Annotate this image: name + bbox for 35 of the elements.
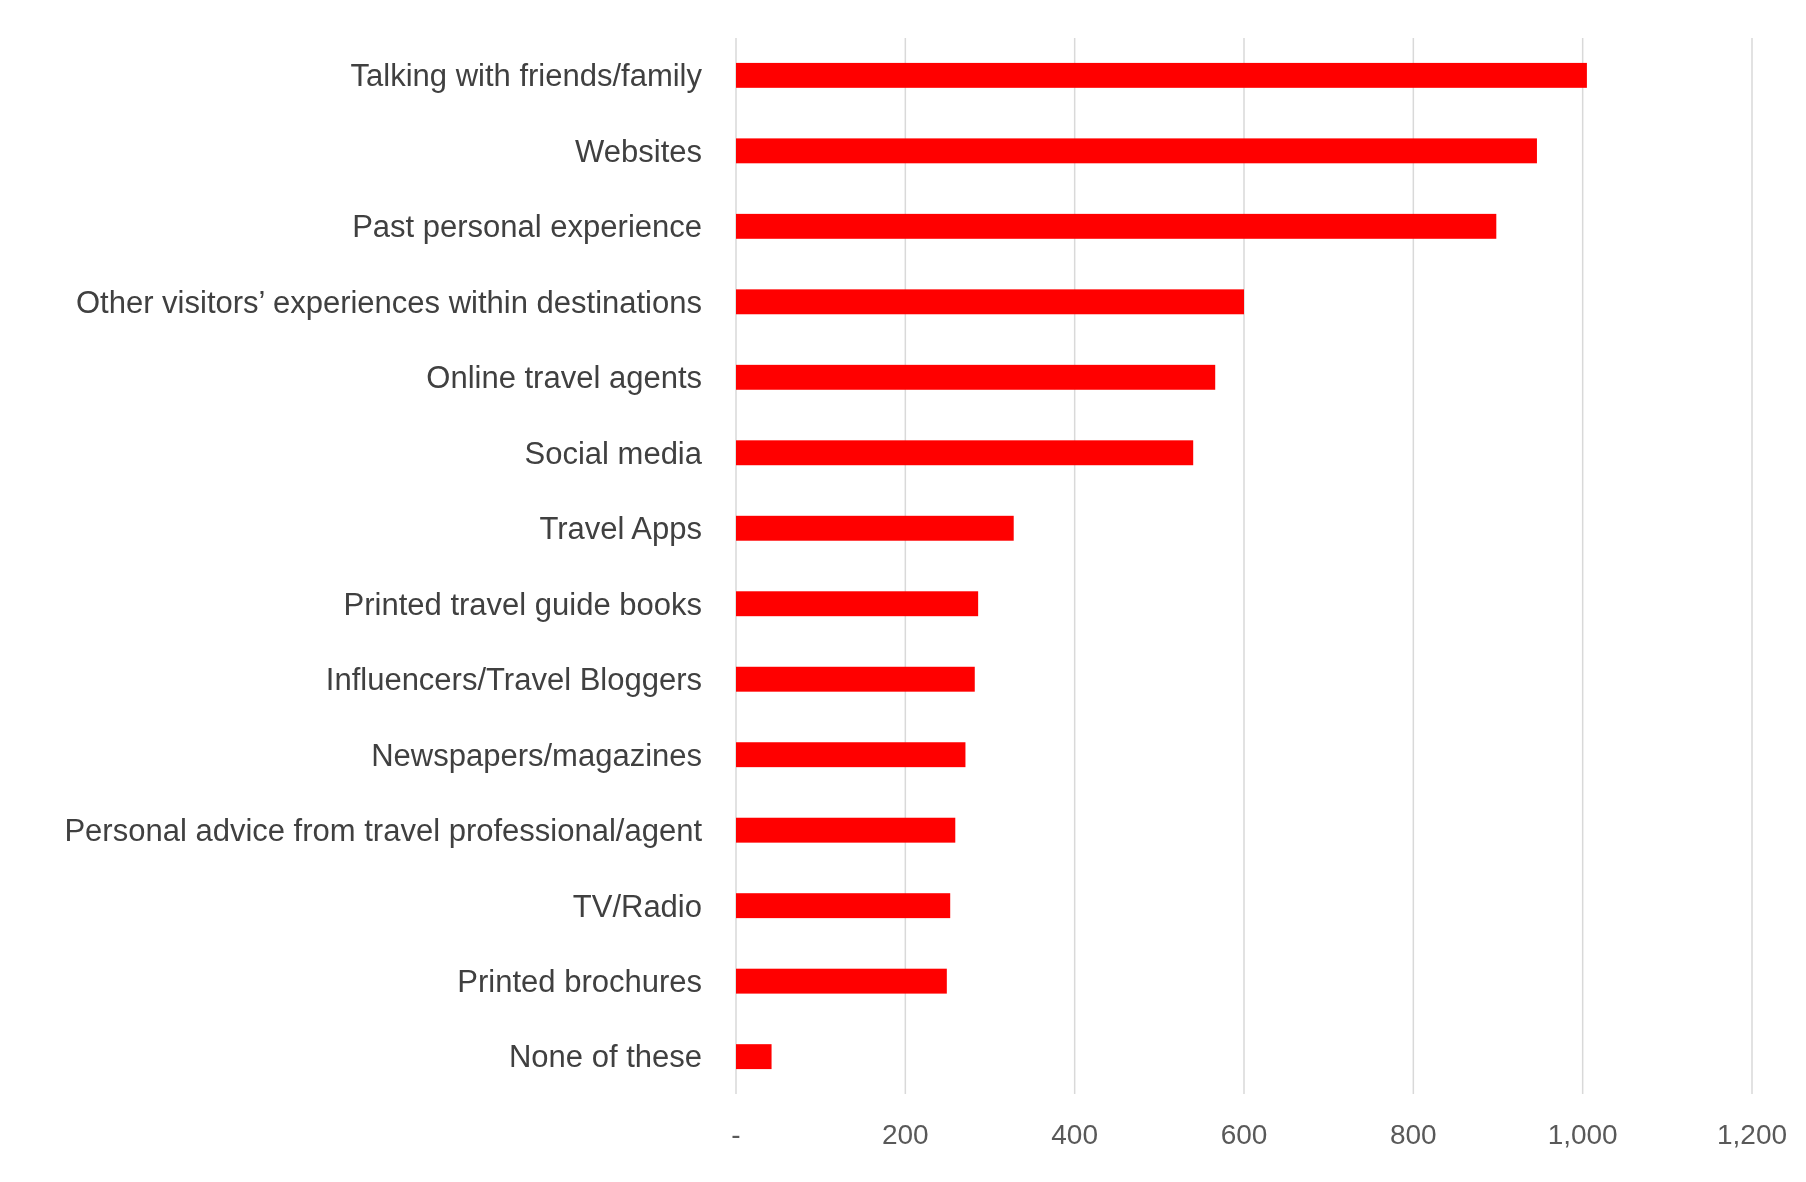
y-tick-label: None of these [508, 1039, 702, 1075]
bar [736, 742, 966, 768]
bar [736, 666, 975, 692]
x-tick-label: 800 [1389, 1119, 1437, 1150]
x-tick-label: 600 [1220, 1119, 1268, 1150]
bar [736, 968, 947, 994]
x-tick-label: 200 [881, 1119, 929, 1150]
y-tick-label: Newspapers/magazines [371, 737, 702, 773]
bar [736, 893, 951, 919]
bar [736, 817, 956, 843]
y-tick-label: Past personal experience [352, 209, 702, 245]
bar [736, 138, 1537, 164]
y-tick-label: Printed travel guide books [343, 586, 702, 622]
y-tick-label: TV/Radio [572, 888, 702, 924]
y-tick-label: Travel Apps [539, 511, 702, 547]
x-tick-label: - [731, 1119, 741, 1150]
bar [736, 591, 979, 617]
y-tick-label: Talking with friends/family [350, 58, 703, 94]
y-tick-label: Websites [575, 133, 702, 169]
bar [736, 213, 1497, 239]
x-tick-label: 400 [1051, 1119, 1099, 1150]
y-tick-label: Influencers/Travel Bloggers [325, 662, 702, 698]
y-tick-label: Social media [524, 435, 703, 471]
bar [736, 440, 1194, 466]
x-tick-label: 1,200 [1716, 1119, 1788, 1150]
bar [736, 289, 1244, 315]
x-tick-label: 1,000 [1547, 1119, 1618, 1150]
bar [736, 364, 1216, 390]
y-tick-label: Other visitors’ experiences within destinations [75, 284, 702, 320]
bar [736, 515, 1014, 541]
bar [736, 62, 1587, 88]
y-tick-label: Online travel agents [426, 360, 702, 396]
bar [736, 1044, 772, 1070]
y-tick-label: Personal advice from travel professional/agent [64, 813, 703, 849]
y-tick-label: Printed brochures [457, 964, 702, 999]
